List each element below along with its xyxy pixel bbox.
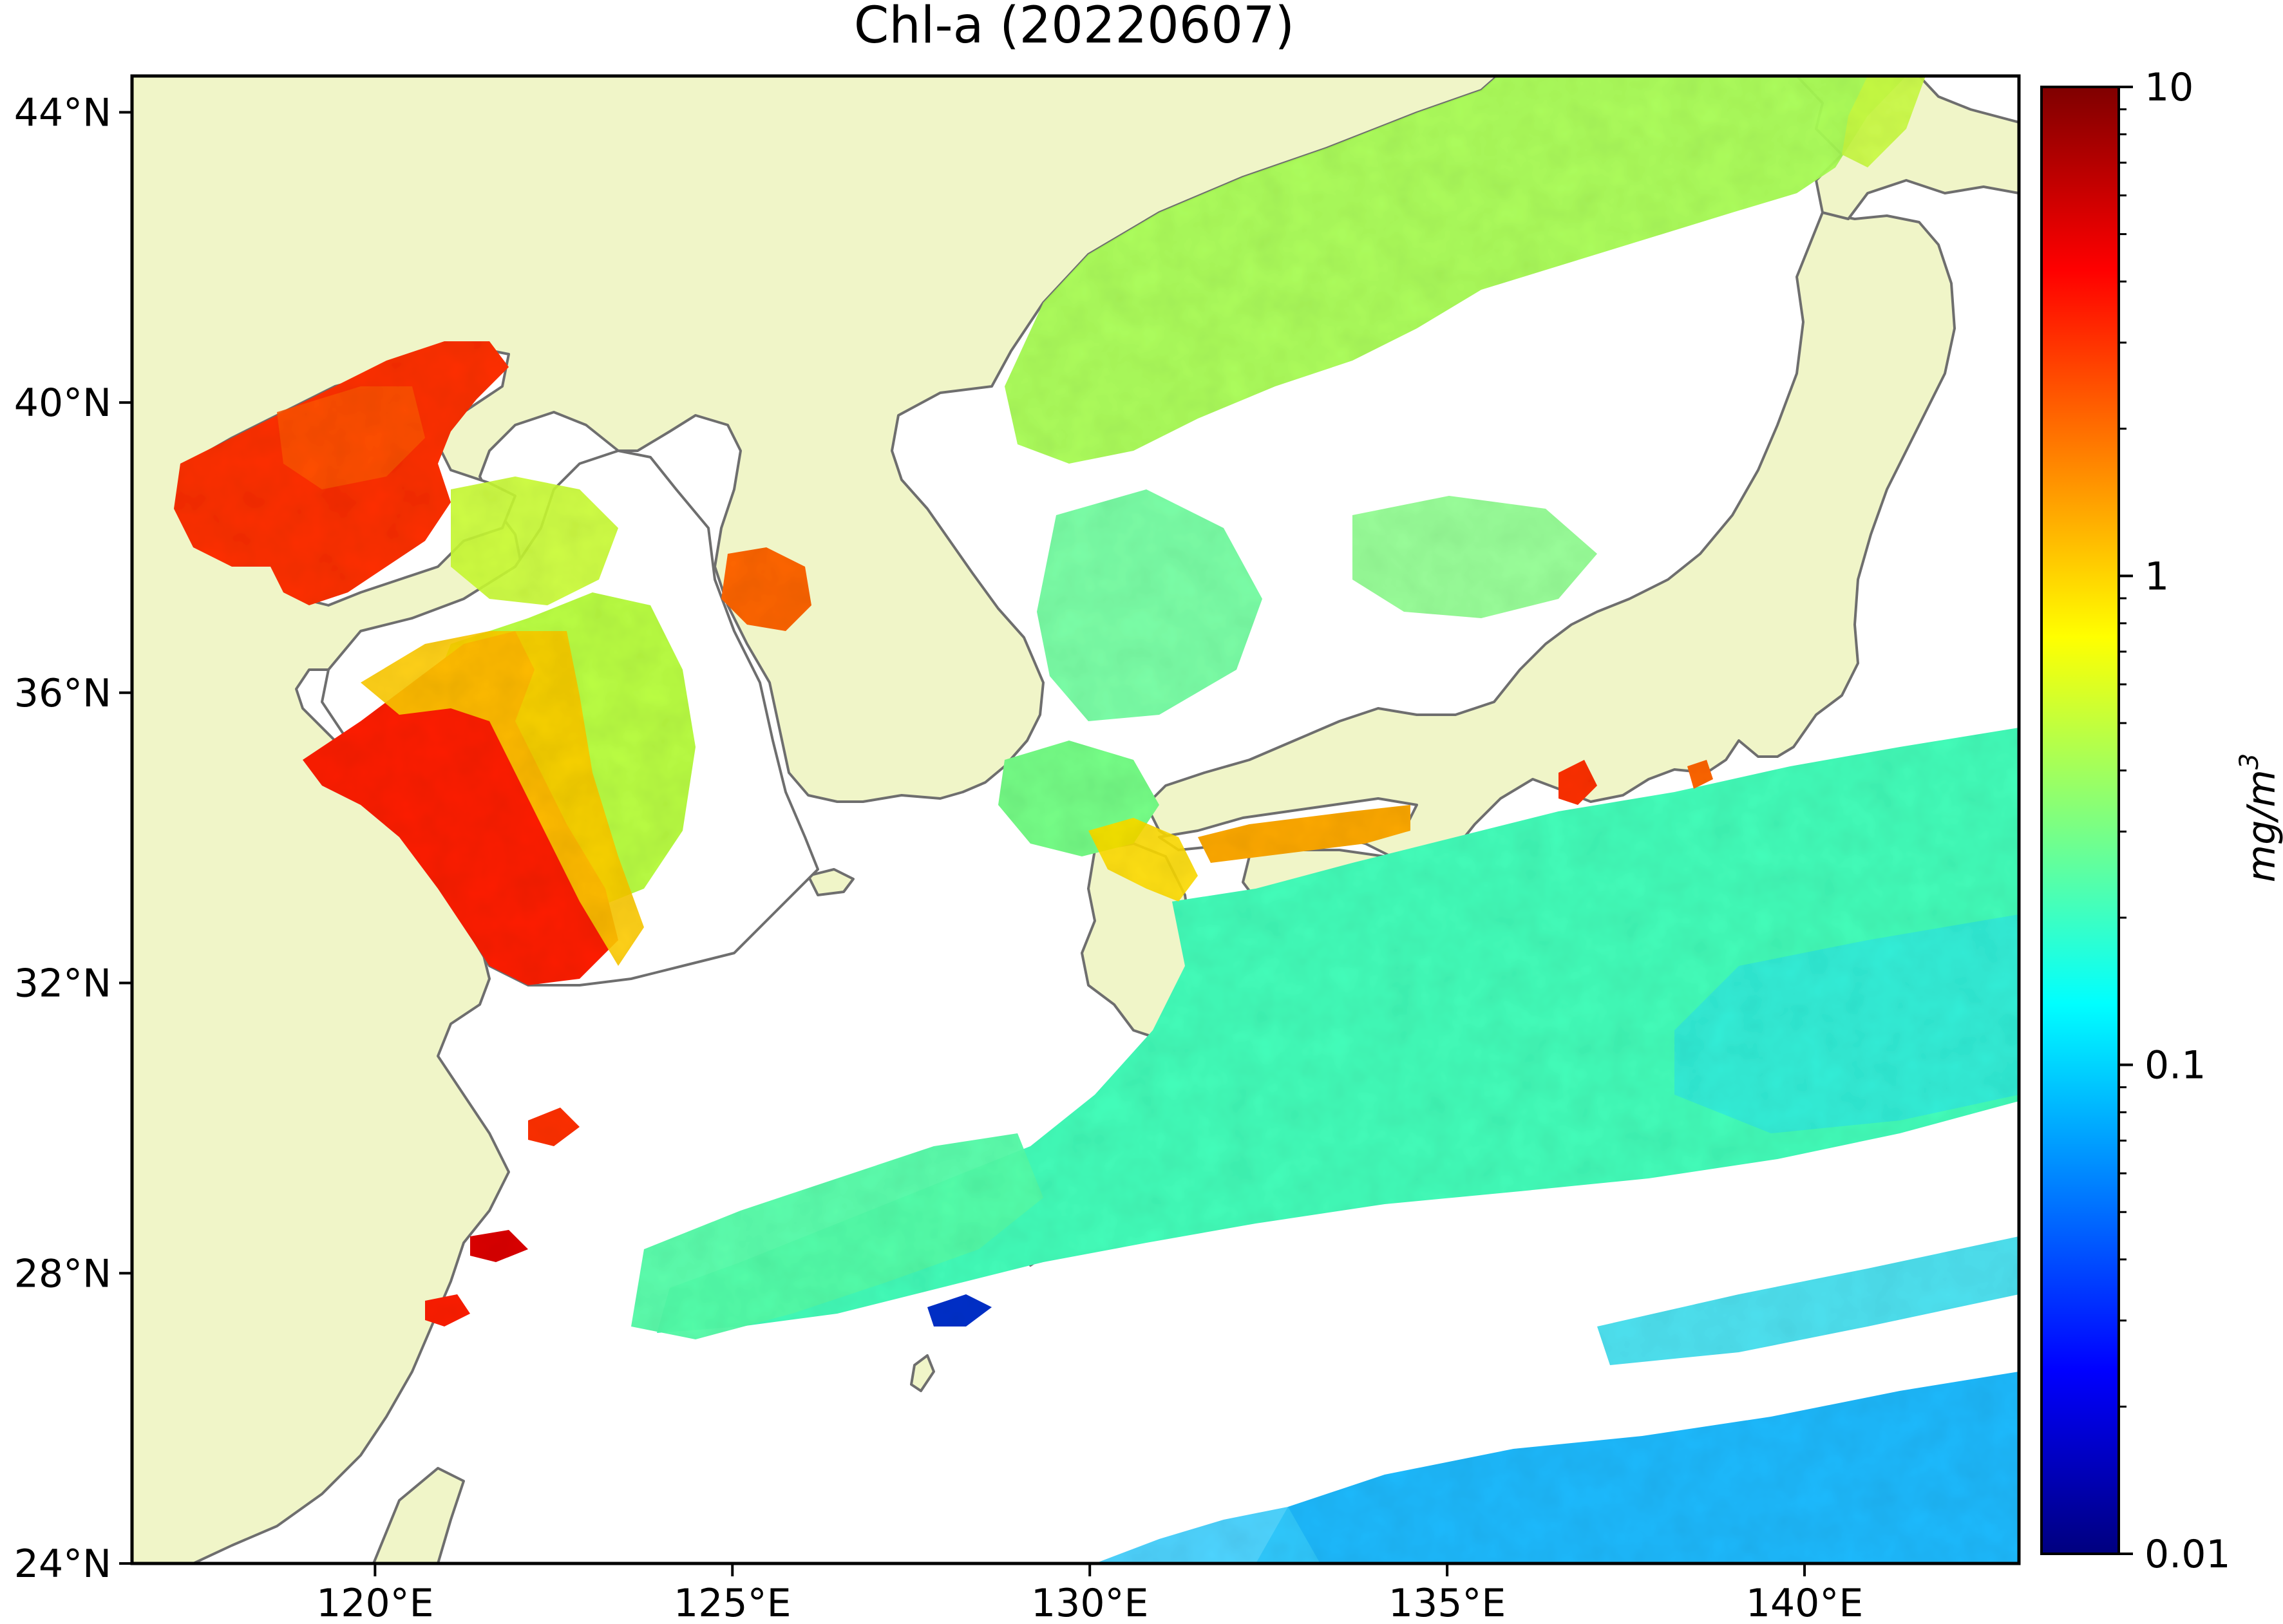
lat-tick-label: 36°N: [14, 671, 111, 716]
lon-tick-label: 135°E: [1388, 1581, 1506, 1624]
lon-tick-label: 125°E: [674, 1581, 791, 1624]
colorbar-ramp: [2040, 86, 2120, 1555]
chl-tokyo-bay: [1687, 760, 1713, 789]
colorbar-tick-label: 0.01: [2145, 1532, 2231, 1577]
lat-tick-label: 44°N: [14, 90, 111, 135]
chl-pacific-east: [1674, 914, 2019, 1133]
land-taiwan: [372, 1467, 465, 1563]
chl-sea-of-japan-mid: [1352, 496, 1597, 618]
latitude-axis: 24°N 28°N 32°N 36°N 40°N 44°N: [14, 90, 132, 1587]
chl-sea-of-japan-north: [1005, 76, 1906, 464]
chl-subtropical-band: [1597, 1236, 2019, 1365]
land-jeju: [807, 868, 855, 896]
chl-pacific-far-south: [1095, 1507, 1320, 1563]
chl-sea-of-japan-hokkaido: [1842, 76, 1926, 167]
map-frame: [130, 74, 2021, 1565]
colorbar-tick-label: 10: [2145, 65, 2193, 110]
chl-korea-west-coast: [721, 547, 811, 631]
chl-yellow-sea-north: [451, 477, 618, 605]
longitude-axis: 120°E 125°E 130°E 135°E 140°E: [316, 1563, 1863, 1624]
chl-taiwan-strait: [425, 1294, 470, 1327]
land-mainland-asia: [132, 76, 1499, 1563]
map-layers: [132, 76, 2019, 1563]
map-panel: 120°E 125°E 130°E 135°E 140°E 24°N 28°N 32°N 36…: [14, 74, 2021, 1624]
map-title: Chl-a (20220607): [854, 0, 1294, 55]
colorbar-label: mg/m3: [2235, 753, 2283, 883]
chl-east-korea: [1037, 489, 1262, 721]
chl-kyushu-coast: [1088, 818, 1198, 902]
land-okinawa: [910, 1354, 935, 1392]
chl-ise-bay: [1558, 760, 1597, 805]
chl-jiangsu-outer: [361, 631, 644, 966]
colorbar: 10 1 0.1 0.01 mg/m3: [2040, 65, 2283, 1577]
lon-tick-label: 130°E: [1031, 1581, 1148, 1624]
chl-seto-inland: [1198, 805, 1410, 863]
lat-tick-label: 32°N: [14, 961, 111, 1006]
chl-jiangsu-coast: [303, 631, 618, 985]
colorbar-ticks: 10 1 0.1 0.01: [2119, 65, 2231, 1577]
chl-zhejiang-coast: [528, 1108, 580, 1146]
colorbar-tick-label: 1: [2145, 554, 2169, 599]
lon-tick-label: 120°E: [316, 1581, 433, 1624]
chl-concentration-layer: [174, 76, 2019, 1563]
colorbar-tick-label: 0.1: [2145, 1043, 2206, 1088]
chl-fujian-coast: [470, 1230, 528, 1262]
chl-east-china-sea-south: [631, 1133, 1043, 1339]
colorbar-label-superscript: 3: [2235, 753, 2264, 770]
lat-tick-label: 28°N: [14, 1251, 111, 1296]
chl-bohai-liaodong: [277, 386, 425, 489]
lon-tick-label: 140°E: [1746, 1581, 1863, 1624]
lat-tick-label: 24°N: [14, 1542, 111, 1587]
lat-tick-label: 40°N: [14, 381, 111, 426]
chl-ryukyu-low: [927, 1294, 992, 1327]
chl-subtropical-south: [1256, 1372, 2019, 1563]
